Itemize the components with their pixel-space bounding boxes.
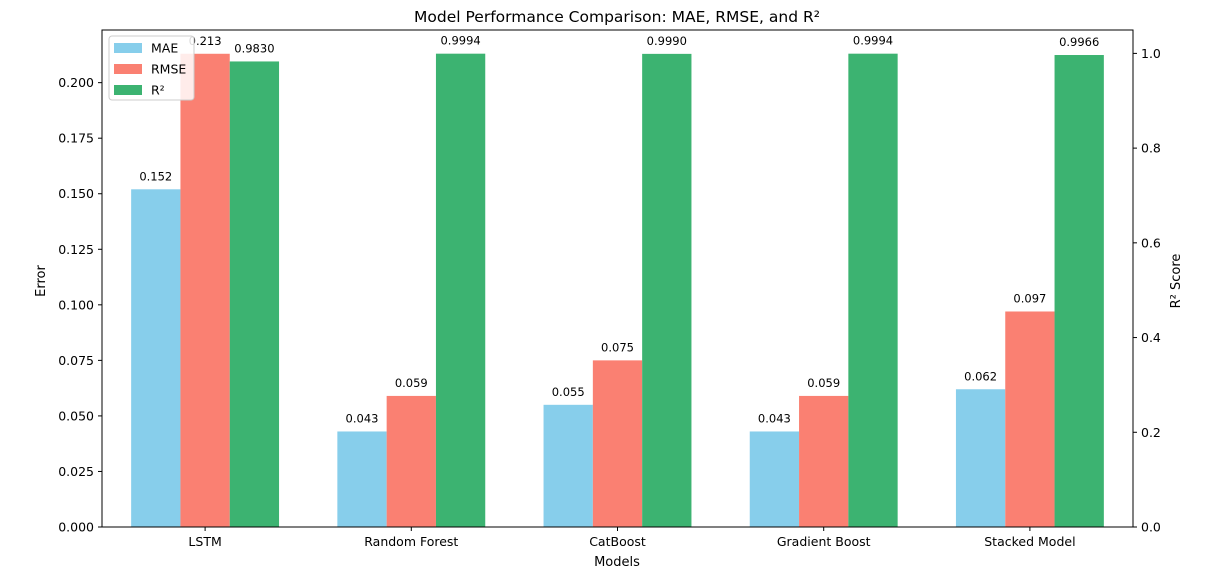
bar-r2-lstm bbox=[229, 61, 280, 527]
bar-mae-random-forest bbox=[337, 431, 387, 527]
data-label-rmse-catboost: 0.075 bbox=[601, 340, 634, 354]
data-label-r2-gradient-boost: 0.9994 bbox=[853, 34, 893, 48]
x-ticks-group: LSTM Random Forest CatBoost Gradient Boost S… bbox=[188, 527, 1076, 549]
y-right-tick-label: 0.8 bbox=[1141, 141, 1161, 156]
bar-mae-gradient-boost bbox=[749, 431, 800, 527]
y-right-tick-label: 0.0 bbox=[1141, 520, 1161, 535]
bar-rmse-gradient-boost bbox=[799, 395, 849, 527]
chart-title: Model Performance Comparison: MAE, RMSE,… bbox=[414, 8, 820, 26]
legend-swatch-rmse bbox=[114, 64, 142, 74]
bar-labels-group: 0.152 0.043 0.055 0.043 0.062 0.213 0.059 0.075… bbox=[139, 34, 1099, 426]
bar-r2-random-forest bbox=[435, 53, 486, 528]
bar-rmse-catboost bbox=[592, 360, 643, 527]
bar-rmse-lstm bbox=[180, 53, 230, 528]
data-label-r2-catboost: 0.9990 bbox=[647, 34, 687, 48]
bar-rmse-stacked-model bbox=[1005, 311, 1055, 527]
x-tick-label-lstm: LSTM bbox=[188, 534, 221, 549]
y-tick-label: 0.175 bbox=[58, 131, 94, 146]
y-right-tick-label: 0.2 bbox=[1141, 425, 1161, 440]
x-tick-label-random-forest: Random Forest bbox=[364, 534, 458, 549]
bar-r2-gradient-boost bbox=[848, 53, 898, 528]
legend-label-r2: R² bbox=[151, 83, 165, 98]
x-tick-label-stacked-model: Stacked Model bbox=[984, 534, 1075, 549]
data-label-r2-stacked-model: 0.9966 bbox=[1059, 35, 1099, 49]
data-label-mae-catboost: 0.055 bbox=[552, 385, 585, 399]
legend-swatch-r2 bbox=[114, 85, 142, 95]
y-tick-label: 0.075 bbox=[58, 353, 94, 368]
bar-mae-stacked-model bbox=[955, 389, 1006, 527]
data-label-mae-gradient-boost: 0.043 bbox=[758, 411, 791, 425]
left-ticks-group: 0.000 0.025 0.050 0.075 0.100 0.125 0.150 0.175… bbox=[58, 75, 102, 535]
y-axis-right-label: R² Score bbox=[1169, 254, 1184, 309]
legend-label-rmse: RMSE bbox=[151, 62, 186, 77]
y-tick-label: 0.000 bbox=[58, 520, 94, 535]
y-tick-label: 0.100 bbox=[58, 297, 94, 312]
legend: MAE RMSE R² bbox=[108, 35, 195, 101]
y-tick-label: 0.200 bbox=[58, 75, 94, 90]
x-axis-label: Models bbox=[594, 555, 640, 570]
y-axis-label: Error bbox=[34, 265, 49, 297]
bar-rmse-random-forest bbox=[386, 395, 436, 527]
y-right-tick-label: 0.4 bbox=[1141, 330, 1161, 345]
data-label-r2-random-forest: 0.9994 bbox=[440, 34, 480, 48]
y-tick-label: 0.125 bbox=[58, 242, 94, 257]
legend-swatch-mae bbox=[114, 43, 142, 53]
bar-r2-catboost bbox=[642, 53, 692, 528]
legend-label-mae: MAE bbox=[151, 41, 178, 56]
data-label-rmse-gradient-boost: 0.059 bbox=[807, 376, 840, 390]
bar-r2-stacked-model bbox=[1054, 55, 1104, 527]
data-label-mae-random-forest: 0.043 bbox=[346, 411, 379, 425]
y-right-tick-label: 1.0 bbox=[1141, 46, 1161, 61]
data-label-rmse-random-forest: 0.059 bbox=[395, 376, 428, 390]
y-tick-label: 0.150 bbox=[58, 186, 94, 201]
bar-mae-lstm bbox=[131, 189, 181, 528]
y-right-tick-label: 0.6 bbox=[1141, 235, 1161, 250]
x-tick-label-catboost: CatBoost bbox=[589, 534, 646, 549]
data-label-mae-stacked-model: 0.062 bbox=[964, 369, 997, 383]
bars-group bbox=[131, 53, 1104, 528]
right-ticks-group: 0.0 0.2 0.4 0.6 0.8 1.0 bbox=[1133, 46, 1161, 535]
data-label-mae-lstm: 0.152 bbox=[139, 169, 172, 183]
data-label-rmse-stacked-model: 0.097 bbox=[1013, 291, 1046, 305]
bar-mae-catboost bbox=[543, 404, 593, 527]
data-label-r2-lstm: 0.9830 bbox=[234, 41, 274, 55]
data-label-rmse-lstm: 0.213 bbox=[189, 34, 222, 48]
x-tick-label-gradient-boost: Gradient Boost bbox=[777, 534, 871, 549]
y-tick-label: 0.025 bbox=[58, 464, 94, 479]
y-tick-label: 0.050 bbox=[58, 408, 94, 423]
